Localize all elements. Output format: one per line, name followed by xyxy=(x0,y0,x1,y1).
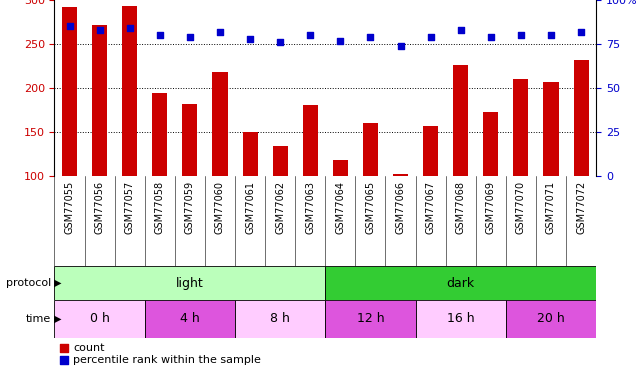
Text: GSM77070: GSM77070 xyxy=(516,181,526,234)
Bar xyxy=(326,266,596,300)
Point xyxy=(426,34,436,40)
Bar xyxy=(453,65,468,176)
Text: GSM77057: GSM77057 xyxy=(125,181,135,234)
Bar xyxy=(363,123,378,176)
Bar xyxy=(333,159,348,176)
Point xyxy=(395,43,406,49)
Point xyxy=(245,36,255,42)
Text: GSM77067: GSM77067 xyxy=(426,181,436,234)
Bar xyxy=(483,112,498,176)
Bar xyxy=(506,300,596,338)
Bar xyxy=(183,104,197,176)
Bar xyxy=(574,60,588,176)
Text: GSM77060: GSM77060 xyxy=(215,181,225,234)
Text: GSM77069: GSM77069 xyxy=(486,181,495,234)
Text: dark: dark xyxy=(447,277,475,290)
Text: GSM77056: GSM77056 xyxy=(95,181,104,234)
Point xyxy=(335,38,345,44)
Text: GSM77072: GSM77072 xyxy=(576,181,586,234)
Bar xyxy=(242,132,258,176)
Bar xyxy=(326,300,415,338)
Bar xyxy=(54,300,145,338)
Bar xyxy=(145,300,235,338)
Bar xyxy=(212,72,228,176)
Text: GSM77055: GSM77055 xyxy=(65,181,74,234)
Bar xyxy=(544,82,558,176)
Point xyxy=(516,32,526,38)
Point xyxy=(64,23,74,30)
Point xyxy=(185,34,195,40)
Point xyxy=(546,32,556,38)
Text: 20 h: 20 h xyxy=(537,312,565,325)
Bar xyxy=(235,300,326,338)
Bar xyxy=(92,25,107,176)
Text: GSM77063: GSM77063 xyxy=(305,181,315,234)
Point xyxy=(576,29,587,35)
Text: GSM77061: GSM77061 xyxy=(245,181,255,234)
Bar xyxy=(415,300,506,338)
Bar xyxy=(153,93,167,176)
Text: 12 h: 12 h xyxy=(356,312,384,325)
Bar xyxy=(303,105,318,176)
Text: ▶: ▶ xyxy=(54,278,62,288)
Bar xyxy=(272,146,288,176)
Point xyxy=(94,27,104,33)
Point xyxy=(215,29,225,35)
Text: GSM77066: GSM77066 xyxy=(395,181,406,234)
Bar xyxy=(54,266,326,300)
Text: 0 h: 0 h xyxy=(90,312,110,325)
Point xyxy=(124,25,135,31)
Point xyxy=(275,39,285,45)
Text: GSM77062: GSM77062 xyxy=(275,181,285,234)
Bar xyxy=(62,7,77,176)
Point xyxy=(456,27,466,33)
Bar xyxy=(423,126,438,176)
Text: protocol: protocol xyxy=(6,278,51,288)
Bar xyxy=(513,80,528,176)
Text: 4 h: 4 h xyxy=(180,312,200,325)
Text: light: light xyxy=(176,277,204,290)
Bar xyxy=(122,6,137,176)
Text: 16 h: 16 h xyxy=(447,312,474,325)
Text: GSM77064: GSM77064 xyxy=(335,181,345,234)
Bar xyxy=(393,174,408,176)
Text: GSM77065: GSM77065 xyxy=(365,181,376,234)
Text: GSM77059: GSM77059 xyxy=(185,181,195,234)
Text: GSM77071: GSM77071 xyxy=(546,181,556,234)
Text: 8 h: 8 h xyxy=(271,312,290,325)
Point xyxy=(154,32,165,38)
Point xyxy=(486,34,496,40)
Point xyxy=(305,32,315,38)
Legend: count, percentile rank within the sample: count, percentile rank within the sample xyxy=(60,343,262,365)
Text: GSM77058: GSM77058 xyxy=(155,181,165,234)
Text: time: time xyxy=(26,314,51,324)
Text: ▶: ▶ xyxy=(54,314,62,324)
Point xyxy=(365,34,376,40)
Text: GSM77068: GSM77068 xyxy=(456,181,466,234)
